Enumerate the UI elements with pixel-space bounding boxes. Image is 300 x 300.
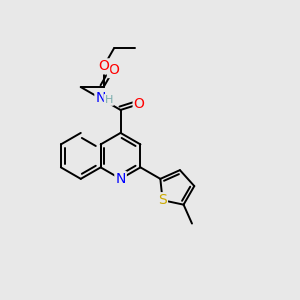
Text: N: N bbox=[116, 172, 126, 186]
Text: O: O bbox=[98, 59, 109, 74]
Text: O: O bbox=[108, 63, 119, 77]
Text: N: N bbox=[95, 92, 106, 106]
Text: H: H bbox=[105, 95, 113, 105]
Text: S: S bbox=[158, 193, 167, 207]
Text: O: O bbox=[134, 97, 145, 111]
